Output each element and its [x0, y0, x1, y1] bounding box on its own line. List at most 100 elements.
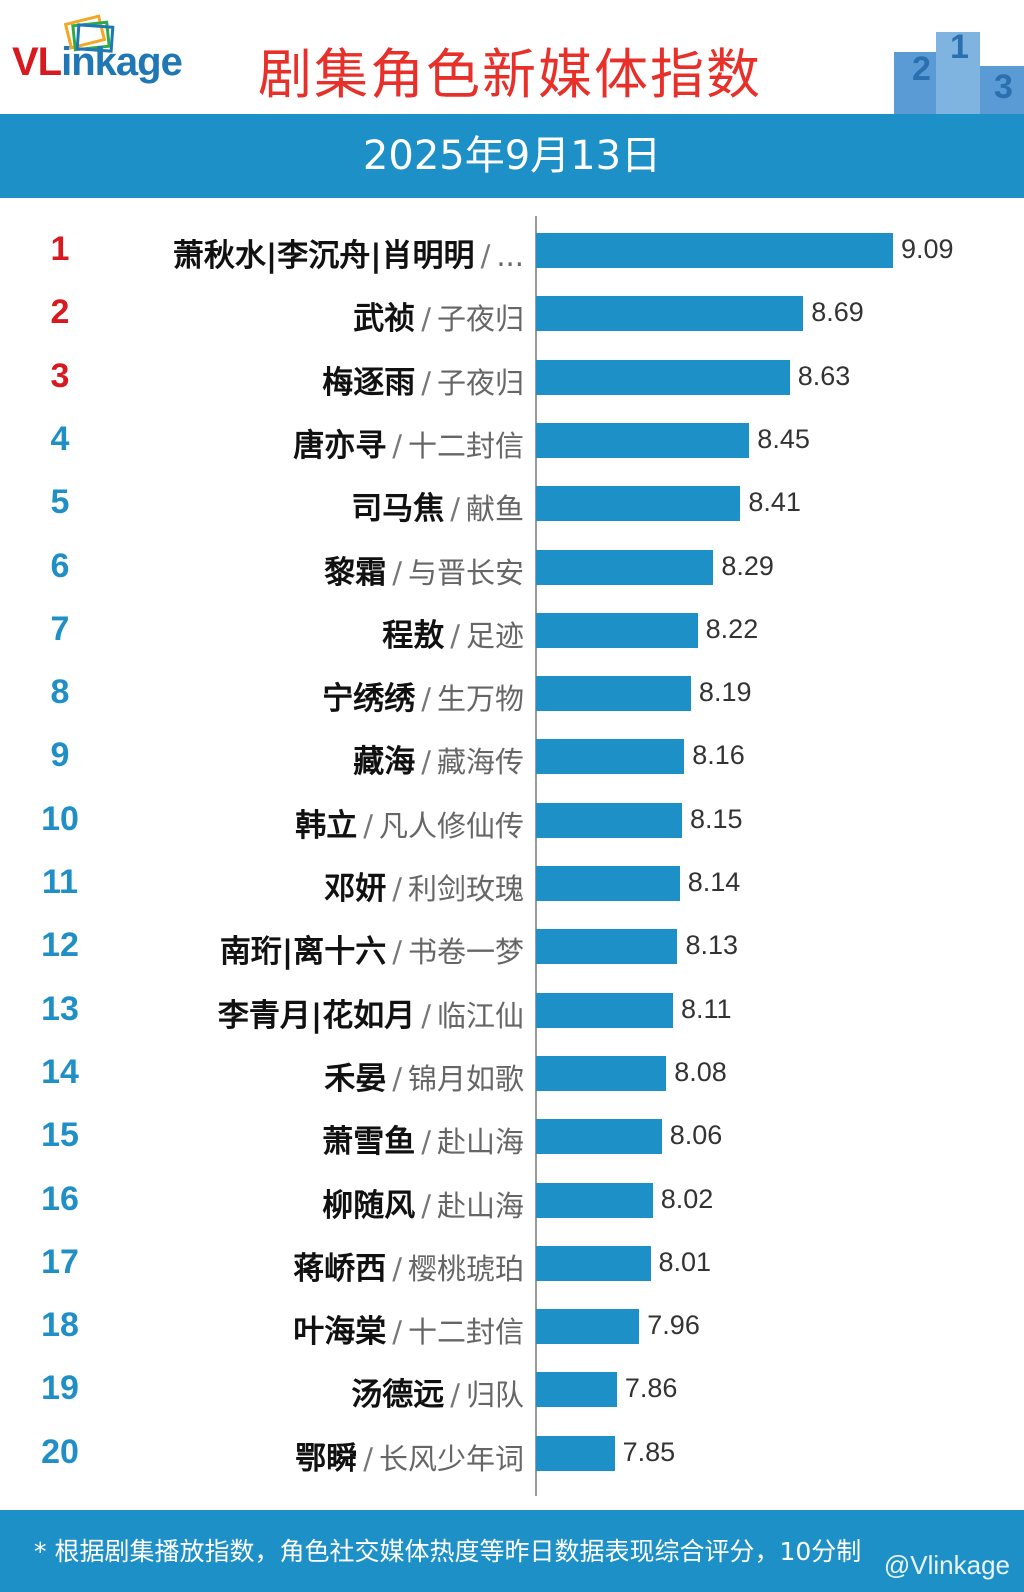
show-title: 书卷一梦 — [407, 935, 524, 970]
value-label: 8.13 — [685, 930, 738, 961]
separator: / — [421, 1125, 431, 1160]
bar — [536, 612, 698, 648]
show-title: 献鱼 — [465, 492, 524, 527]
character-name: 南珩|离十六 — [219, 934, 387, 971]
show-title: 赴山海 — [436, 1125, 524, 1160]
show-title: ... — [496, 239, 524, 273]
separator: / — [392, 428, 402, 463]
show-title: 归队 — [465, 1378, 524, 1413]
value-label: 8.16 — [692, 740, 745, 771]
separator: / — [392, 872, 402, 906]
rank-number: 4 — [50, 419, 70, 458]
row-label: 邓妍 / 利剑玫瑰 — [324, 863, 524, 908]
character-name: 宁绣绣 — [322, 681, 416, 718]
value-label: 8.01 — [658, 1246, 712, 1277]
show-title: 与晋长安 — [407, 555, 524, 590]
row-label: 黎霜 / 与晋长安 — [324, 547, 524, 592]
rank-number: 11 — [42, 863, 78, 901]
rank-number: 7 — [50, 609, 70, 648]
rank-number: 10 — [41, 799, 79, 838]
rank-number: 2 — [50, 293, 70, 332]
value-label: 8.02 — [660, 1183, 714, 1214]
rank-number: 17 — [41, 1242, 79, 1281]
separator: / — [421, 302, 431, 337]
bar — [536, 549, 714, 585]
value-label: 8.06 — [669, 1120, 723, 1151]
show-title: 利剑玫瑰 — [407, 872, 524, 906]
rank-number: 1 — [50, 230, 70, 268]
character-name: 梅逐雨 — [322, 364, 416, 401]
row-label: 梅逐雨 / 子夜归 — [322, 357, 524, 402]
separator: / — [421, 365, 431, 400]
row-label: 唐亦寻 / 十二封信 — [293, 420, 524, 465]
show-title: 临江仙 — [436, 998, 524, 1033]
character-name: 司马焦 — [351, 491, 445, 528]
bar — [536, 802, 682, 838]
separator: / — [392, 1251, 402, 1286]
row-label: 司马焦 / 献鱼 — [351, 483, 524, 528]
row-label: 宁绣绣 / 生万物 — [322, 673, 524, 718]
bar — [536, 992, 673, 1028]
bar — [536, 866, 680, 901]
row-label: 鄂瞬 / 长风少年词 — [295, 1433, 524, 1478]
bar — [536, 1372, 617, 1408]
separator: / — [392, 1315, 402, 1350]
podium-icon: 2 1 3 — [894, 28, 1024, 114]
brand-logo: VLinkage — [12, 40, 183, 84]
value-label: 8.19 — [698, 677, 752, 708]
value-label: 7.86 — [624, 1373, 678, 1404]
show-title: 足迹 — [465, 618, 524, 653]
bar — [536, 359, 790, 395]
date-banner: 2025年9月13日 — [0, 114, 1024, 198]
show-title: 生万物 — [436, 682, 524, 717]
rank-number: 12 — [41, 926, 79, 965]
row-label: 柳随风 / 赴山海 — [322, 1180, 524, 1225]
row-label: 萧秋水|李沉舟|肖明明 /... — [173, 230, 524, 275]
rank-number: 15 — [41, 1116, 79, 1155]
watermark: @Vlinkage — [883, 1550, 1010, 1580]
separator: / — [421, 745, 431, 780]
footnote: * 根据剧集播放指数，角色社交媒体热度等昨日数据表现综合评分，10分制 — [34, 1537, 862, 1566]
bar — [536, 486, 741, 522]
character-name: 萧雪鱼 — [322, 1124, 416, 1161]
row-label: 汤德远 / 归队 — [351, 1369, 524, 1414]
show-title: 藏海传 — [436, 745, 524, 780]
separator: / — [421, 682, 431, 717]
value-label: 9.09 — [901, 234, 954, 264]
value-label: 8.45 — [757, 423, 810, 454]
svg-text:1: 1 — [950, 28, 969, 66]
row-label: 萧雪鱼 / 赴山海 — [322, 1116, 524, 1161]
show-title: 子夜归 — [436, 302, 524, 337]
separator: / — [450, 492, 460, 527]
page-title: 剧集角色新媒体指数 — [258, 43, 762, 106]
character-name: 鄂瞬 — [295, 1440, 358, 1477]
value-label: 8.11 — [680, 993, 732, 1024]
value-label: 8.08 — [674, 1056, 727, 1087]
bar — [536, 422, 750, 458]
character-name: 蒋峤西 — [293, 1250, 387, 1287]
row-label: 蒋峤西 / 樱桃琥珀 — [293, 1243, 524, 1288]
show-title: 十二封信 — [407, 428, 524, 463]
row-label: 藏海 / 藏海传 — [353, 736, 524, 781]
character-name: 叶海棠 — [293, 1314, 387, 1351]
character-name: 柳随风 — [322, 1187, 416, 1224]
show-title: 赴山海 — [436, 1188, 524, 1223]
character-name: 韩立 — [295, 807, 358, 844]
separator: / — [392, 555, 402, 590]
separator: / — [392, 1061, 402, 1096]
bar — [536, 1309, 640, 1345]
bar — [536, 1435, 615, 1471]
rank-number: 6 — [50, 546, 70, 585]
rank-number: 14 — [41, 1052, 79, 1091]
row-label: 武祯 / 子夜归 — [353, 293, 524, 338]
separator: / — [421, 998, 431, 1033]
rank-number: 19 — [41, 1369, 79, 1408]
separator: / — [480, 239, 491, 273]
value-label: 8.14 — [687, 867, 741, 897]
rank-number: 5 — [50, 483, 70, 522]
row-label: 叶海棠 / 十二封信 — [293, 1306, 524, 1351]
character-name: 萧秋水|李沉舟|肖明明 — [172, 238, 475, 274]
value-label: 8.63 — [797, 360, 851, 391]
footer: * 根据剧集播放指数，角色社交媒体热度等昨日数据表现综合评分，10分制 @Vli… — [0, 1510, 1024, 1592]
character-name: 唐亦寻 — [293, 427, 387, 464]
